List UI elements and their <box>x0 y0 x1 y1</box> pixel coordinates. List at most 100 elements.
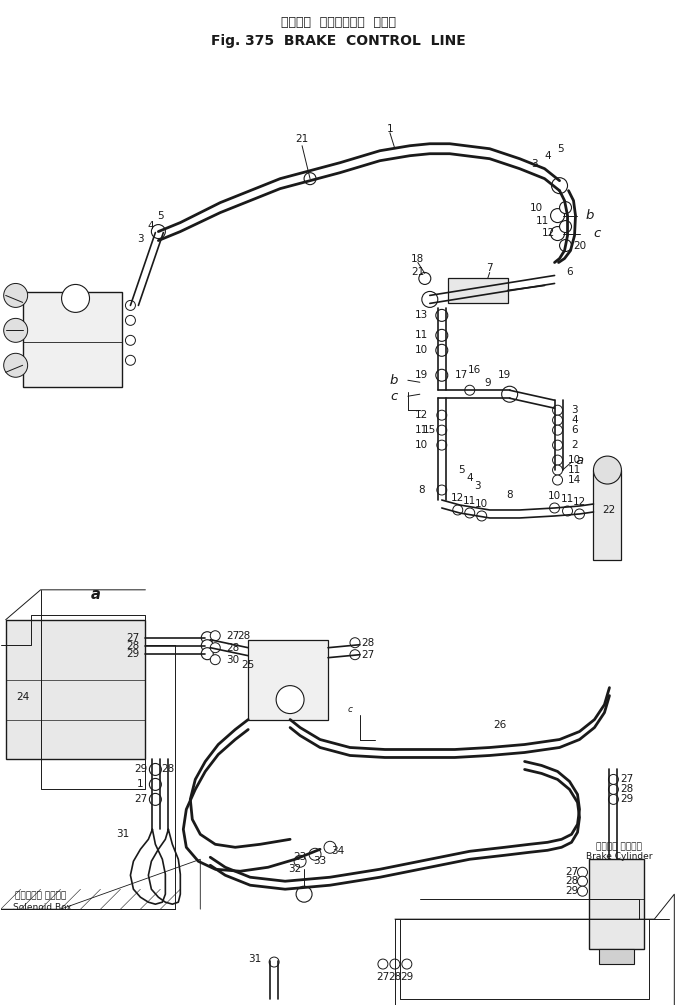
Text: 29: 29 <box>565 886 578 896</box>
Bar <box>5 620 146 760</box>
Text: 23: 23 <box>293 852 307 862</box>
Text: 28: 28 <box>565 876 578 886</box>
Text: 3: 3 <box>137 233 144 243</box>
Text: 6: 6 <box>571 426 578 436</box>
Text: 21: 21 <box>295 134 309 144</box>
Circle shape <box>3 318 28 342</box>
Bar <box>22 293 123 387</box>
Circle shape <box>422 292 438 308</box>
Circle shape <box>552 178 567 193</box>
Bar <box>590 859 645 949</box>
Text: Solenoid Box: Solenoid Box <box>14 902 72 911</box>
Text: b: b <box>586 209 594 222</box>
Circle shape <box>150 779 161 791</box>
Text: ソレノイド ボックス: ソレノイド ボックス <box>15 891 66 900</box>
Text: 4: 4 <box>147 220 154 230</box>
Text: 27: 27 <box>126 633 139 643</box>
Text: 21: 21 <box>411 268 424 278</box>
Circle shape <box>201 632 213 644</box>
Text: 29: 29 <box>126 649 139 659</box>
Circle shape <box>550 503 560 513</box>
Polygon shape <box>154 227 163 235</box>
Text: 10: 10 <box>548 491 561 501</box>
Bar <box>599 949 634 964</box>
Text: 12: 12 <box>573 497 586 507</box>
Text: 27: 27 <box>227 631 240 641</box>
Circle shape <box>477 511 487 521</box>
Text: 1: 1 <box>137 780 144 790</box>
Circle shape <box>464 508 475 518</box>
Circle shape <box>609 775 618 785</box>
Text: 27: 27 <box>376 972 389 982</box>
Circle shape <box>552 426 563 436</box>
Circle shape <box>464 385 475 395</box>
Text: 31: 31 <box>116 829 129 839</box>
Text: 29: 29 <box>134 765 147 775</box>
Text: 3: 3 <box>531 159 538 169</box>
Text: c: c <box>347 705 353 714</box>
Circle shape <box>125 301 135 311</box>
Circle shape <box>552 475 563 485</box>
Text: 11: 11 <box>568 465 581 475</box>
Circle shape <box>276 686 304 713</box>
Text: 5: 5 <box>557 144 564 154</box>
Circle shape <box>575 509 584 519</box>
Text: 30: 30 <box>227 655 240 665</box>
Polygon shape <box>554 180 565 191</box>
Circle shape <box>3 353 28 377</box>
Circle shape <box>563 506 573 516</box>
Circle shape <box>125 335 135 345</box>
Text: 5: 5 <box>458 465 465 475</box>
Circle shape <box>560 239 571 252</box>
Circle shape <box>552 455 563 465</box>
Text: 2: 2 <box>571 440 578 450</box>
Circle shape <box>211 643 220 653</box>
Circle shape <box>304 173 316 185</box>
Text: 28: 28 <box>238 631 250 641</box>
Text: 28: 28 <box>227 643 240 653</box>
Circle shape <box>552 415 563 426</box>
Circle shape <box>436 369 447 381</box>
Text: a: a <box>575 454 584 467</box>
Text: 27: 27 <box>565 867 578 877</box>
Circle shape <box>150 764 161 776</box>
Circle shape <box>453 505 463 515</box>
Text: 20: 20 <box>573 240 586 250</box>
Circle shape <box>390 959 400 969</box>
Circle shape <box>609 795 618 805</box>
Text: 17: 17 <box>455 370 468 380</box>
Circle shape <box>296 886 312 902</box>
Circle shape <box>552 405 563 415</box>
Text: 15: 15 <box>423 426 437 436</box>
Text: 9: 9 <box>484 378 491 388</box>
Text: 28: 28 <box>388 972 401 982</box>
Text: 3: 3 <box>571 405 578 415</box>
Text: 11: 11 <box>536 215 549 225</box>
Text: b: b <box>390 374 398 386</box>
Text: 8: 8 <box>418 485 425 495</box>
Text: 11: 11 <box>415 426 429 436</box>
Circle shape <box>211 631 220 641</box>
Text: 10: 10 <box>530 202 543 212</box>
Circle shape <box>437 410 447 421</box>
Circle shape <box>201 648 213 660</box>
Text: 10: 10 <box>568 455 581 465</box>
Text: 4: 4 <box>466 473 473 483</box>
Text: 10: 10 <box>415 345 429 355</box>
Circle shape <box>609 785 618 795</box>
Text: 11: 11 <box>463 496 477 506</box>
Text: 27: 27 <box>619 775 633 785</box>
Circle shape <box>269 957 279 967</box>
Text: 32: 32 <box>288 864 302 874</box>
Circle shape <box>436 310 447 321</box>
Text: 8: 8 <box>506 490 513 500</box>
Text: 12: 12 <box>451 493 464 503</box>
Circle shape <box>211 655 220 665</box>
Circle shape <box>125 316 135 325</box>
Text: 1: 1 <box>387 124 393 134</box>
Circle shape <box>125 355 135 365</box>
Text: 28: 28 <box>126 641 139 651</box>
Circle shape <box>577 886 588 896</box>
Circle shape <box>437 426 447 436</box>
Text: 12: 12 <box>542 227 555 237</box>
